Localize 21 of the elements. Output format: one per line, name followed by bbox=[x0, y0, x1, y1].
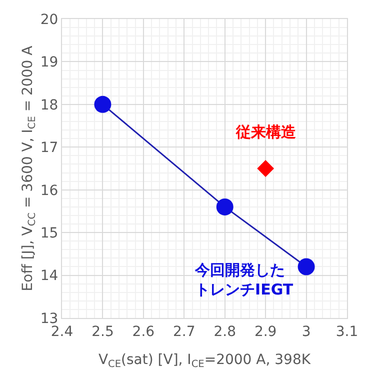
x-tick-label: 2.8 bbox=[214, 324, 236, 340]
point bbox=[216, 198, 234, 216]
point bbox=[257, 160, 274, 177]
y-tick-label: 16 bbox=[40, 182, 58, 199]
x-tick-label: 2.9 bbox=[254, 324, 277, 340]
x-tick-label: 2.6 bbox=[132, 324, 155, 340]
point bbox=[298, 258, 315, 276]
x-tick-label: 3.1 bbox=[336, 324, 358, 340]
y-tick-label: 20 bbox=[40, 12, 58, 28]
y-tick-label: 19 bbox=[40, 54, 58, 71]
y-tick-label: 14 bbox=[40, 268, 58, 284]
series-label: 従来構造 bbox=[235, 123, 297, 141]
y-tick-label: 18 bbox=[40, 97, 58, 114]
series-label: 今回開発したトレンチIEGT bbox=[194, 261, 294, 298]
x-tick-label: 3 bbox=[302, 324, 311, 340]
x-tick-label: 2.7 bbox=[173, 324, 196, 340]
x-axis-title: V$_{CE}$(sat) [V], I$_{CE}$=2000 A, 398K bbox=[98, 352, 312, 370]
x-tick-label: 2.5 bbox=[92, 324, 114, 340]
y-tick-label: 17 bbox=[40, 140, 58, 156]
y-tick-label: 15 bbox=[40, 225, 58, 242]
point bbox=[94, 96, 112, 113]
